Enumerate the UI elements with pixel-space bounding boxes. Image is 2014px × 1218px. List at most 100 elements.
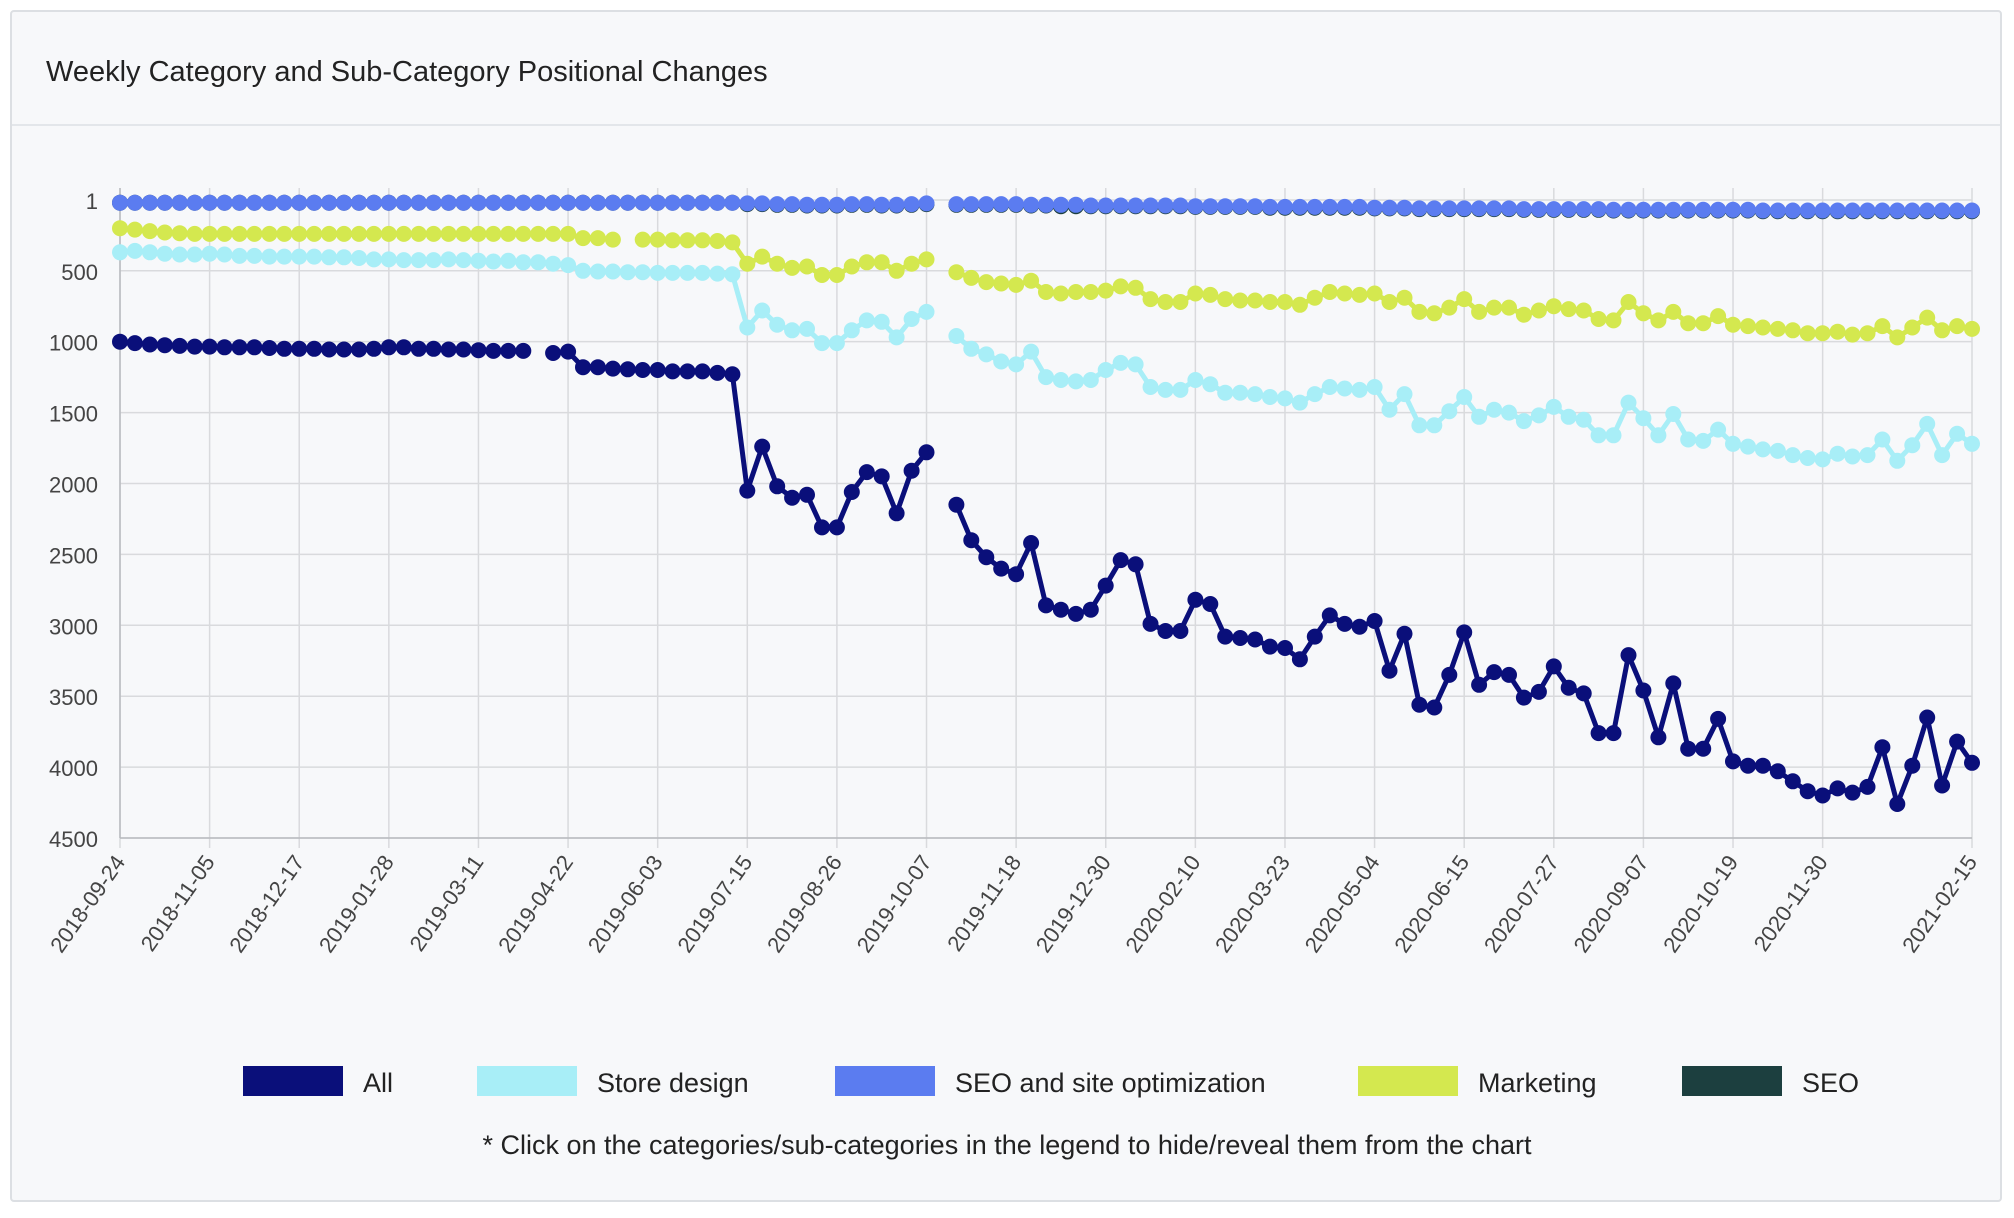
- x-tick-label: 2020-03-23: [1210, 851, 1295, 958]
- data-point: [843, 484, 860, 500]
- data-point: [1725, 753, 1741, 770]
- data-point: [395, 339, 412, 356]
- data-point: [1157, 381, 1174, 398]
- data-point: [246, 225, 263, 242]
- data-point: [1964, 202, 1980, 219]
- data-point: [1247, 198, 1264, 215]
- data-point: [1799, 783, 1816, 800]
- y-tick-label: 2500: [49, 543, 98, 568]
- data-point: [1262, 638, 1278, 655]
- data-point: [276, 194, 293, 211]
- data-point: [1486, 664, 1503, 681]
- data-point: [306, 225, 323, 242]
- data-point: [948, 328, 965, 344]
- data-point: [156, 194, 173, 211]
- y-tick-label: 3500: [49, 685, 98, 710]
- data-point: [1590, 725, 1607, 742]
- data-point: [530, 194, 547, 211]
- data-point: [1710, 308, 1727, 325]
- data-point: [351, 225, 367, 242]
- legend-item-seo[interactable]: SEO: [1682, 1066, 1859, 1098]
- data-point: [201, 194, 218, 211]
- data-point: [1411, 200, 1428, 217]
- legend-item-all[interactable]: All: [243, 1066, 393, 1098]
- data-point: [1381, 294, 1398, 310]
- x-tick-label: 2019-03-11: [404, 851, 488, 956]
- data-point: [799, 196, 815, 213]
- data-point: [545, 194, 562, 211]
- data-point: [395, 225, 412, 242]
- legend-item-seo-and-site-optimization[interactable]: SEO and site optimization: [835, 1066, 1266, 1098]
- data-point: [709, 265, 726, 282]
- data-point: [1157, 197, 1174, 214]
- data-point: [754, 302, 771, 319]
- data-point: [1754, 319, 1771, 336]
- x-tick-label: 2019-06-03: [583, 851, 668, 958]
- legend-item-store-design[interactable]: Store design: [477, 1066, 749, 1098]
- data-point: [156, 337, 173, 354]
- data-point: [664, 363, 681, 380]
- data-point: [814, 335, 830, 352]
- data-point: [1217, 291, 1234, 308]
- legend: All Store design SEO and site optimization…: [243, 1066, 1859, 1098]
- data-point: [1187, 591, 1204, 608]
- data-point: [1082, 284, 1099, 300]
- data-point: [425, 340, 442, 357]
- data-point: [858, 196, 875, 213]
- data-point: [1008, 276, 1025, 293]
- data-point: [1904, 319, 1921, 336]
- data-point: [1232, 630, 1249, 646]
- data-point: [1142, 291, 1159, 308]
- data-point: [351, 250, 367, 266]
- data-point: [321, 341, 338, 358]
- data-point: [261, 340, 278, 356]
- data-point: [500, 225, 517, 242]
- data-point: [769, 255, 786, 272]
- data-point: [1232, 198, 1249, 215]
- data-point: [1560, 201, 1577, 218]
- data-point: [1515, 201, 1532, 218]
- legend-swatch: [243, 1066, 343, 1096]
- data-point: [1949, 318, 1966, 335]
- data-point: [1784, 202, 1801, 219]
- x-tick-label: 2018-11-05: [136, 851, 220, 956]
- data-point: [291, 340, 308, 357]
- data-point: [1575, 411, 1592, 428]
- data-point: [1829, 323, 1846, 340]
- data-point: [171, 337, 188, 354]
- data-point: [1366, 613, 1383, 629]
- data-point: [1844, 784, 1861, 801]
- series-line: [119, 339, 1975, 807]
- data-point: [1799, 202, 1816, 219]
- data-point: [156, 245, 173, 262]
- data-point: [246, 247, 263, 264]
- data-point: [560, 257, 577, 274]
- data-point: [1680, 431, 1697, 448]
- legend-item-marketing[interactable]: Marketing: [1358, 1066, 1597, 1098]
- data-point: [1052, 601, 1069, 618]
- data-point: [141, 336, 158, 353]
- data-point: [1799, 325, 1816, 342]
- data-point: [1067, 605, 1084, 622]
- data-point: [1769, 202, 1786, 219]
- data-point: [380, 225, 397, 242]
- data-point: [1635, 410, 1652, 427]
- data-point: [1426, 699, 1443, 716]
- data-point: [1710, 421, 1727, 438]
- data-point: [410, 194, 427, 211]
- data-point: [261, 248, 278, 265]
- y-tick-label: 1: [86, 189, 98, 214]
- data-point: [1052, 372, 1069, 388]
- data-point: [1934, 447, 1951, 464]
- data-point: [455, 225, 472, 242]
- data-point: [515, 194, 532, 211]
- data-point: [694, 264, 711, 281]
- data-point: [380, 339, 397, 356]
- data-point: [1859, 202, 1876, 219]
- data-point: [1321, 607, 1338, 624]
- data-point: [201, 338, 218, 355]
- data-point: [112, 220, 128, 237]
- data-point: [1411, 303, 1428, 320]
- x-tick-label: 2018-12-17: [224, 851, 309, 958]
- data-point: [1082, 197, 1099, 214]
